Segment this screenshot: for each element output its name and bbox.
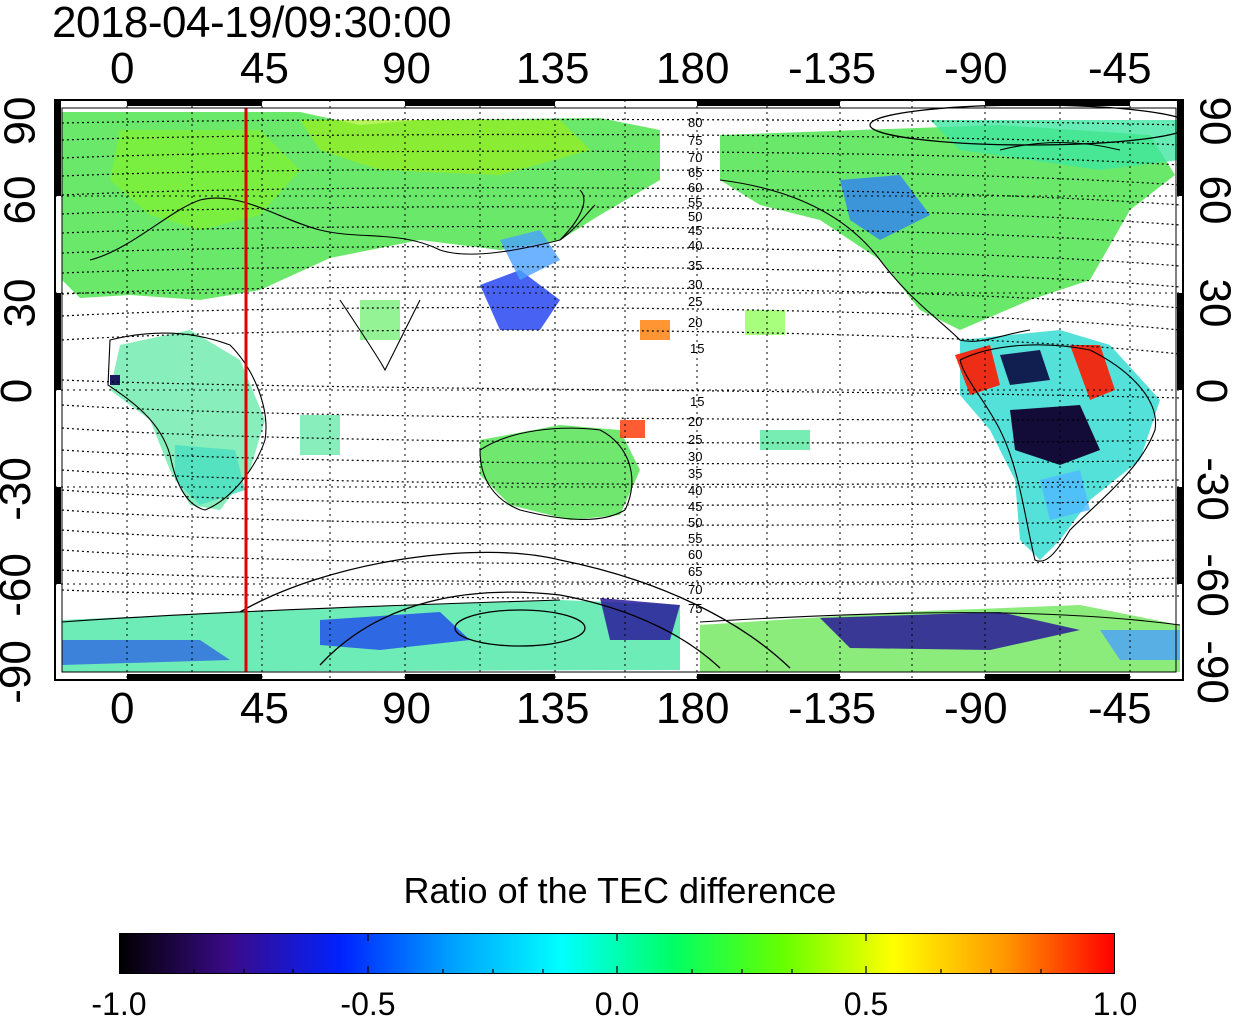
contour-label: 70 [688, 150, 702, 165]
bottom-lon-label: 135 [516, 684, 590, 733]
bottom-lon-label: 0 [110, 684, 135, 733]
colorbar-tick-label: -1.0 [91, 986, 147, 1022]
contour-label: 35 [688, 258, 702, 273]
bottom-lon-label: 180 [656, 684, 730, 733]
tec-data-patches [62, 112, 1180, 672]
solid-contours [239, 104, 1183, 669]
colorbar-tick-label: 1.0 [1092, 986, 1138, 1022]
top-lon-label: -90 [944, 44, 1008, 93]
contour-label: 25 [688, 294, 702, 309]
top-lon-label: 45 [240, 44, 289, 93]
contour-label: 25 [688, 432, 702, 447]
colorbar-ticks [193, 933, 1042, 974]
colorbar-tick-label: -0.5 [340, 986, 396, 1022]
contour-label: 55 [688, 531, 702, 546]
contour-label: 75 [688, 601, 702, 616]
top-lon-label: 135 [516, 44, 590, 93]
contour-label: 45 [688, 499, 702, 514]
contour-label: 75 [688, 133, 702, 148]
contour-label: 65 [688, 165, 702, 180]
coastlines [61, 141, 1181, 626]
contour-label: 45 [688, 223, 702, 238]
contour-labels-south: 15 20 25 30 35 40 45 50 55 60 65 70 75 [688, 394, 704, 616]
contour-label: 30 [688, 449, 702, 464]
border-ticks [55, 100, 1183, 680]
contour-label: 15 [690, 394, 704, 409]
contour-label: 20 [688, 414, 702, 429]
tec-map: 80 75 70 65 60 55 50 45 40 35 30 25 20 1… [54, 99, 1184, 681]
contour-label: 40 [688, 238, 702, 253]
contour-label: 55 [688, 195, 702, 210]
top-lon-label: -45 [1088, 44, 1152, 93]
bottom-lon-label: 45 [240, 684, 289, 733]
contour-label: 60 [688, 547, 702, 562]
contour-label: 80 [688, 115, 702, 130]
contour-label: 30 [688, 277, 702, 292]
bottom-lon-label: -45 [1088, 684, 1152, 733]
contour-label: 20 [688, 315, 702, 330]
contour-label: 50 [688, 515, 702, 530]
top-lon-label: 180 [656, 44, 730, 93]
colorbar-title: Ratio of the TEC difference [403, 870, 837, 911]
contour-label: 40 [688, 483, 702, 498]
contour-label: 70 [688, 582, 702, 597]
bottom-lon-label: -135 [788, 684, 877, 733]
grid-lines [55, 100, 1183, 680]
contour-label: 15 [690, 341, 704, 356]
colorbar-tick-label: 0.5 [843, 986, 889, 1022]
colorbar-tick-label: 0.0 [594, 986, 640, 1022]
contour-labels-north: 80 75 70 65 60 55 50 45 40 35 30 25 20 1… [688, 115, 704, 356]
contour-label: 50 [688, 209, 702, 224]
contour-lines [61, 118, 1181, 600]
top-lon-label: -135 [788, 44, 877, 93]
map-title-timestamp: 2018-04-19/09:30:00 [52, 0, 452, 47]
contour-label: 60 [688, 180, 702, 195]
bottom-lon-label: 90 [382, 684, 431, 733]
top-lon-label: 0 [110, 44, 135, 93]
bottom-lon-label: -90 [944, 684, 1008, 733]
contour-label: 35 [688, 466, 702, 481]
top-lon-label: 90 [382, 44, 431, 93]
contour-label: 65 [688, 564, 702, 579]
